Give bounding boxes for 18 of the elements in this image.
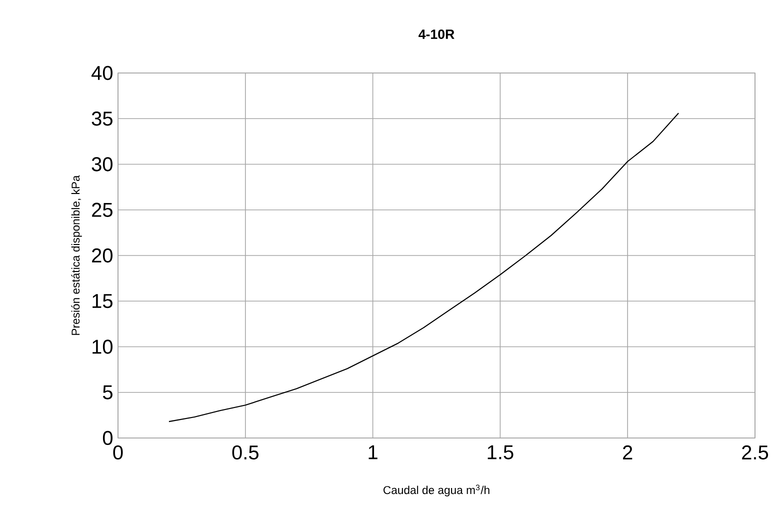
y-tick-label: 30 [92,157,112,172]
x-tick-label: 0.5 [232,445,258,460]
y-tick-label: 40 [92,66,112,80]
x-tick-label: 0 [113,445,123,460]
y-tick-label: 25 [92,202,112,217]
chart-title: 4-10R [418,30,454,39]
y-tick-label: 35 [92,112,112,126]
y-tick-label: 15 [92,294,112,308]
y-axis-title: Presión estática disponible, kPa [71,175,82,335]
x-tick-label: 2 [623,445,632,460]
x-tick-label: 2.5 [742,445,768,460]
y-tick-label: 20 [92,248,112,263]
x-tick-label: 1 [368,445,378,460]
x-axis-title: Caudal de agua m$^{3}$/h [384,484,490,496]
y-tick-label: 5 [102,385,112,400]
y-tick-label: 0 [102,430,113,446]
x-tick-label: 1.5 [488,445,514,460]
y-tick-label: 10 [92,340,112,354]
